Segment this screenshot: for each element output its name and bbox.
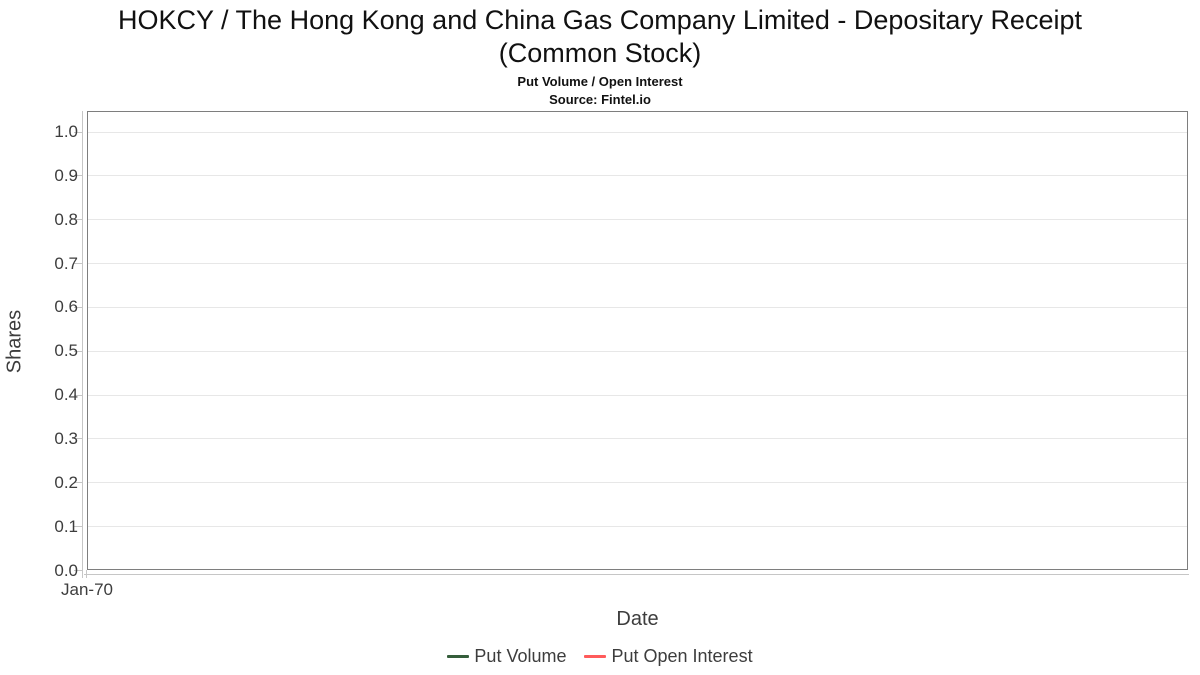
y-tick-label: 0.0 [54, 560, 78, 580]
chart-title-line1: HOKCY / The Hong Kong and China Gas Comp… [118, 5, 1082, 35]
y-gridline [88, 263, 1187, 265]
legend: Put Volume Put Open Interest [0, 646, 1200, 667]
legend-label-put-volume: Put Volume [474, 646, 567, 666]
y-tick-mark [74, 306, 82, 308]
chart-subtitle: Put Volume / Open Interest [517, 74, 683, 89]
y-tick-label: 0.6 [54, 297, 78, 317]
y-tick-mark [74, 131, 82, 133]
put-open-interest-line-icon [584, 655, 607, 658]
x-tick-label: Jan-70 [61, 580, 113, 599]
y-gridline [88, 219, 1187, 221]
x-axis-title: Date [616, 608, 659, 630]
y-tick-label: 0.1 [54, 516, 78, 536]
y-tick-mark [74, 438, 82, 440]
x-axis-line [84, 574, 1189, 575]
chart-title-line2: (Common Stock) [498, 38, 702, 68]
y-tick-label: 0.7 [54, 253, 78, 273]
plot-area[interactable] [87, 111, 1188, 570]
chart-title: HOKCY / The Hong Kong and China Gas Comp… [85, 0, 1115, 70]
y-tick-label: 0.3 [54, 428, 78, 448]
y-tick-label: 0.9 [54, 165, 78, 185]
y-tick-mark [74, 350, 82, 352]
y-gridline [88, 438, 1187, 440]
y-tick-label: 0.5 [54, 341, 78, 361]
y-gridline [88, 175, 1187, 177]
chart-source: Source: Fintel.io [549, 92, 651, 107]
y-gridline [88, 306, 1187, 308]
y-tick-mark [74, 482, 82, 484]
y-gridline [88, 350, 1187, 352]
y-tick-label: 0.8 [54, 209, 78, 229]
y-axis-line [82, 111, 83, 578]
legend-label-put-open-interest: Put Open Interest [611, 646, 753, 666]
y-tick-label: 0.4 [54, 385, 78, 405]
legend-item-put-volume[interactable]: Put Volume [447, 646, 566, 667]
y-tick-label: 0.2 [54, 472, 78, 492]
y-tick-label: 1.0 [54, 122, 78, 141]
y-tick-mark [74, 263, 82, 265]
x-tick-mark [86, 570, 87, 578]
put-volume-line-icon [447, 655, 470, 658]
y-tick-mark [74, 175, 82, 177]
y-gridline [88, 394, 1187, 396]
y-gridline [88, 526, 1187, 528]
y-gridline [88, 131, 1187, 133]
y-tick-mark [74, 570, 82, 571]
y-tick-mark [74, 219, 82, 221]
y-axis-title: Shares [3, 309, 26, 374]
legend-item-put-open-interest[interactable]: Put Open Interest [584, 646, 753, 667]
y-gridline [88, 482, 1187, 484]
y-tick-mark [74, 394, 82, 396]
y-tick-mark [74, 526, 82, 528]
